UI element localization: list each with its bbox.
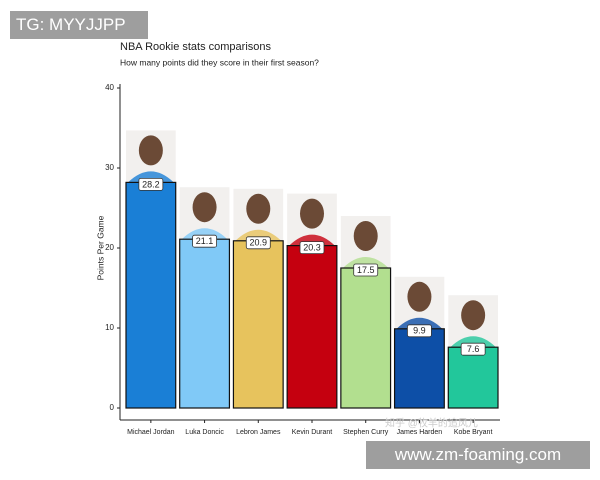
value-label: 20.9 bbox=[250, 238, 268, 248]
bar bbox=[179, 238, 231, 409]
value-label: 7.6 bbox=[467, 344, 480, 354]
value-label-box bbox=[245, 236, 271, 250]
value-label: 21.1 bbox=[196, 236, 214, 246]
value-label-box bbox=[353, 263, 379, 277]
value-label-box bbox=[138, 177, 164, 191]
photo-head bbox=[461, 300, 486, 331]
bar bbox=[286, 245, 338, 409]
photo-head bbox=[192, 192, 217, 223]
y-tick-label: 20 bbox=[105, 243, 114, 252]
bar bbox=[340, 267, 392, 409]
bar bbox=[447, 346, 499, 409]
value-label-box bbox=[407, 324, 432, 338]
y-tick-label: 40 bbox=[105, 83, 114, 92]
photo-head bbox=[407, 281, 432, 312]
value-label: 28.2 bbox=[142, 179, 160, 189]
bar bbox=[232, 240, 284, 409]
value-label: 9.9 bbox=[413, 326, 426, 336]
bar bbox=[125, 181, 177, 409]
value-label-box bbox=[460, 342, 486, 356]
photo-head bbox=[300, 198, 324, 229]
x-tick-label: Stephen Curry bbox=[343, 429, 389, 436]
player-photo bbox=[448, 295, 498, 348]
watermark: 知乎 @牧羊的追风儿 bbox=[385, 417, 478, 430]
x-tick-label: Kobe Bryant bbox=[454, 429, 493, 436]
photo-head bbox=[138, 135, 163, 166]
site-label: www.zm-foaming.com bbox=[366, 441, 590, 469]
x-tick-label: Michael Jordan bbox=[127, 429, 175, 436]
tag-label: TG: MYYJJPP bbox=[10, 11, 148, 39]
player-photo bbox=[394, 276, 445, 329]
value-label: 20.3 bbox=[303, 242, 321, 252]
y-axis-label: Points Per Game bbox=[95, 215, 105, 280]
value-label: 17.5 bbox=[357, 265, 375, 275]
value-label-box bbox=[192, 234, 217, 248]
value-label-box bbox=[299, 241, 325, 255]
player-photo bbox=[179, 187, 230, 240]
y-tick-label: 10 bbox=[105, 323, 114, 332]
chart-subtitle: How many points did they score in their … bbox=[120, 57, 319, 67]
x-tick-label: James Harden bbox=[397, 429, 443, 436]
player-photo bbox=[287, 193, 337, 246]
player-photo bbox=[126, 130, 176, 183]
photo-head bbox=[353, 221, 378, 251]
photo-head bbox=[246, 193, 271, 224]
chart-title: NBA Rookie stats comparisons bbox=[120, 41, 272, 53]
player-photo bbox=[233, 188, 284, 241]
bar bbox=[393, 328, 445, 409]
y-tick-label: 0 bbox=[110, 403, 115, 412]
x-tick-label: Kevin Durant bbox=[292, 429, 333, 436]
player-photo bbox=[340, 216, 391, 268]
y-tick-label: 30 bbox=[105, 163, 114, 172]
x-tick-label: Luka Doncic bbox=[185, 429, 224, 436]
x-tick-label: Lebron James bbox=[236, 429, 281, 436]
